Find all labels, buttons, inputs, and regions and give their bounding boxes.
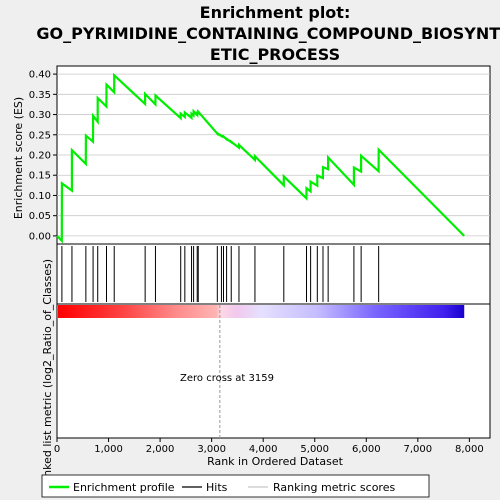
es-y-tick-label: 0.20 — [29, 151, 51, 162]
es-y-tick-label: 0.35 — [29, 90, 51, 101]
es-y-tick-label: 0.05 — [29, 211, 51, 222]
x-tick-label: 4,000 — [249, 444, 278, 455]
metric-panel — [56, 303, 491, 439]
x-tick-label: 0 — [54, 444, 60, 455]
legend-label-hits: Hits — [206, 481, 228, 494]
es-y-axis-ticks: 0.00 0.05 0.10 0.15 0.20 0.25 0.30 0.35 0.40 — [29, 70, 57, 242]
x-tick-label: 5,000 — [300, 444, 329, 455]
enrichment-profile-line — [56, 72, 465, 244]
es-gridlines — [57, 73, 490, 237]
hits-panel — [56, 243, 491, 305]
chart-title-line-1: Enrichment plot: — [200, 3, 351, 22]
legend-label-ranking-metric: Ranking metric scores — [273, 481, 395, 494]
x-tick-label: 1,000 — [94, 444, 123, 455]
chart-title-line-3: ETIC_PROCESS — [210, 45, 340, 64]
ranking-metric-heatmap-bar — [58, 305, 465, 318]
legend-label-enrichment-profile: Enrichment profile — [73, 481, 175, 494]
es-y-axis-label: Enrichment score (ES) — [12, 97, 25, 219]
es-y-tick-label: 0.25 — [29, 130, 51, 141]
x-axis-label: Rank in Ordered Dataset — [207, 455, 344, 468]
legend-box — [41, 474, 430, 498]
x-tick-label: 7,000 — [404, 444, 433, 455]
x-axis-ticks: 0 1,000 2,000 3,000 4,000 5,000 6,000 7,000 8,00… — [54, 438, 484, 455]
chart-title-line-2: GO_PYRIMIDINE_CONTAINING_COMPOUND_BIOSYN… — [36, 24, 500, 43]
metric-y-axis-label: Ranked list metric (log2_Ratio_of_Classe… — [41, 259, 54, 491]
es-y-tick-label: 0.40 — [29, 70, 51, 81]
es-y-tick-label: 0.00 — [29, 231, 51, 242]
es-y-tick-label: 0.30 — [29, 110, 51, 121]
hit-markers — [61, 246, 380, 302]
es-y-tick-label: 0.15 — [29, 171, 51, 182]
x-tick-label: 8,000 — [455, 444, 484, 455]
es-y-tick-label: 0.10 — [29, 191, 51, 202]
x-tick-label: 6,000 — [352, 444, 381, 455]
zero-cross-annotation: Zero cross at 3159 — [180, 373, 274, 384]
x-tick-label: 2,000 — [146, 444, 175, 455]
x-tick-label: 3,000 — [197, 444, 226, 455]
